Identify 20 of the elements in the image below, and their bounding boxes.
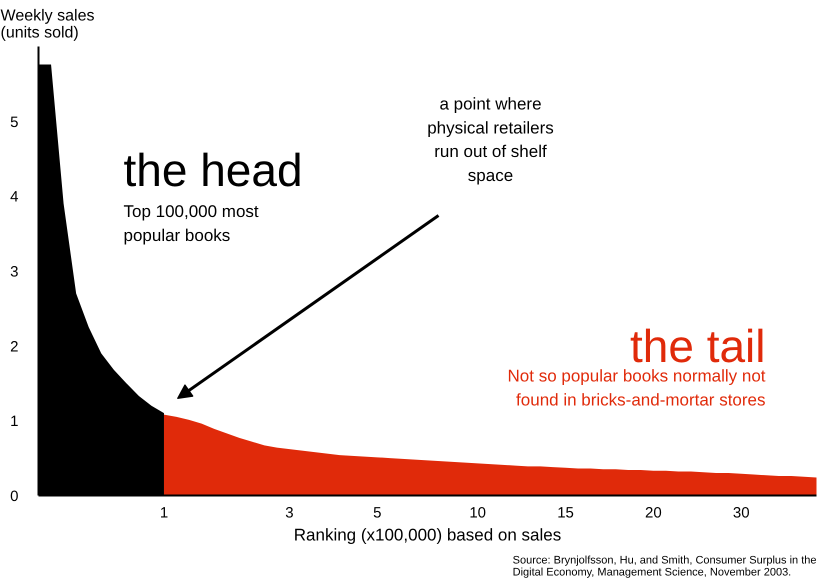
x-tick-label: 30 (732, 504, 750, 522)
x-tick-label: 3 (285, 504, 294, 522)
x-tick-label: 20 (645, 504, 662, 522)
y-tick-label: 5 (10, 114, 18, 131)
y-tick-label: 0 (10, 488, 18, 505)
y-tick-label: 3 (10, 264, 18, 280)
x-axis-title: Ranking (x100,000) based on sales (294, 526, 562, 544)
x-tick-label: 15 (557, 504, 574, 522)
annotation: a point where physical retailers run out of shelf space (427, 94, 554, 185)
y-tick-label: 1 (10, 413, 18, 430)
annotation: Top 100,000 most popular books (124, 202, 259, 245)
y-tick-label: 4 (10, 188, 18, 206)
x-tick-label: 10 (469, 504, 486, 522)
y-axis-title: Weekly sales (units sold) (0, 8, 94, 42)
x-tick-label: 1 (160, 504, 168, 522)
series-label: the head (124, 144, 303, 196)
annotation: Not so popular books normally not found in bricks-and-mortar stores (508, 366, 766, 410)
x-tick-label: 5 (373, 504, 382, 522)
source-note: Source: Brynjolfsson, Hu, and Smith, Consumer Surplus in the Digital Economy, Management Science, November 2003. (512, 554, 817, 578)
y-tick-label: 2 (10, 338, 18, 356)
